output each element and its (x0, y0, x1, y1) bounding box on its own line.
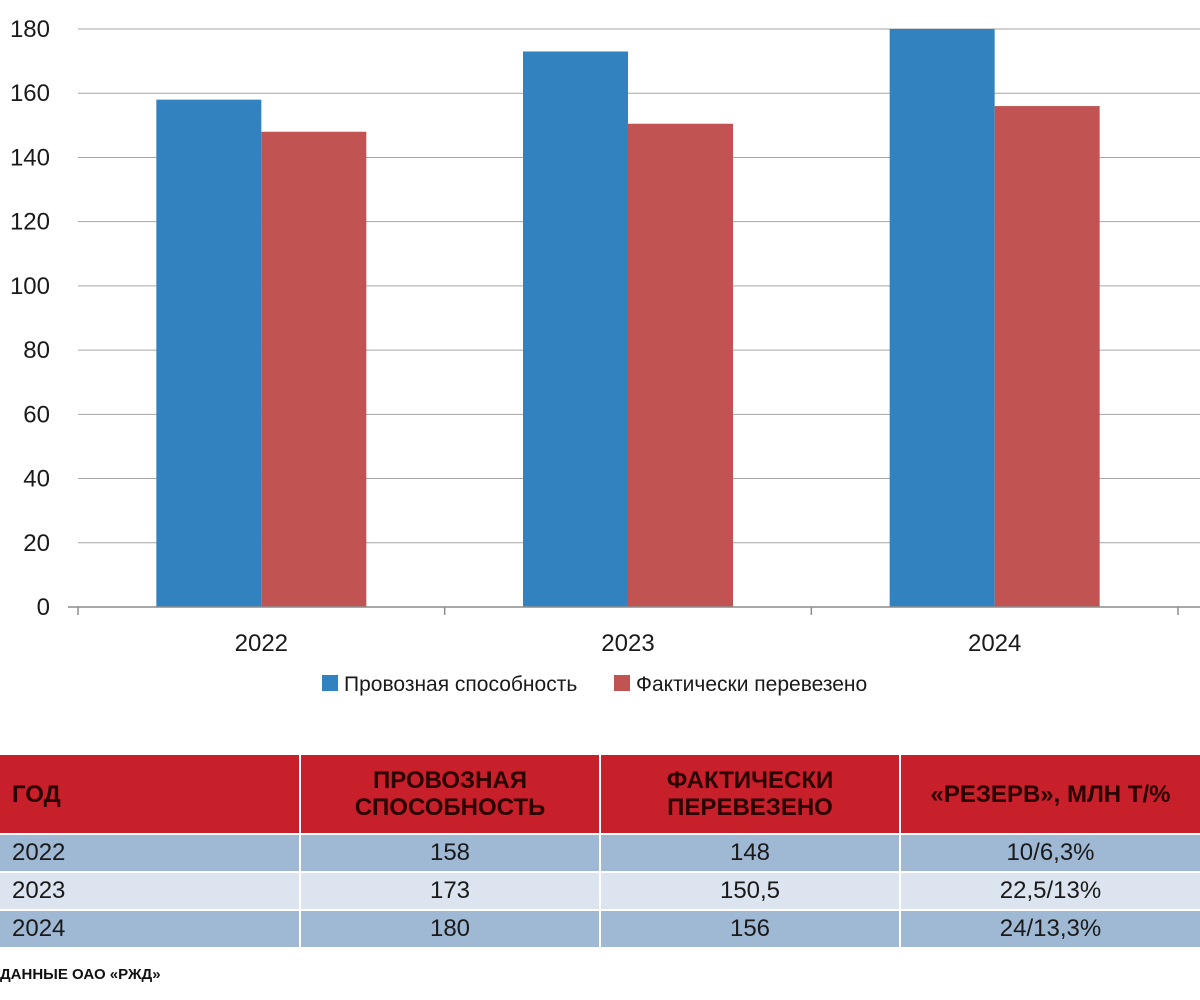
cell-capacity: 158 (300, 833, 601, 872)
cell-transported: 148 (600, 833, 901, 872)
legend-label: Фактически перевезено (636, 673, 867, 696)
table-header-row: ГОД ПРОВОЗНАЯ СПОСОБНОСТЬ ФАКТИЧЕСКИ ПЕР… (0, 755, 1200, 834)
bar (994, 106, 1100, 608)
x-tick-label: 2022 (235, 630, 288, 657)
x-axis-labels: 2022 2023 2024 (235, 630, 1022, 657)
header-capacity: ПРОВОЗНАЯ СПОСОБНОСТЬ (300, 755, 601, 834)
cell-transported: 150,5 (600, 871, 901, 910)
cell-capacity: 180 (300, 909, 601, 947)
y-tick-label: 180 (10, 16, 50, 43)
cell-year: 2023 (0, 871, 301, 910)
legend-swatch (614, 675, 630, 691)
y-tick-label: 60 (23, 401, 50, 428)
y-tick-label: 40 (23, 466, 50, 493)
legend-label: Провозная способность (344, 673, 577, 696)
cell-capacity: 173 (300, 871, 601, 910)
header-transported: ФАКТИЧЕСКИ ПЕРЕВЕЗЕНО (600, 755, 901, 834)
header-year: ГОД (0, 755, 301, 834)
legend: Провозная способность Фактически перевезе… (322, 673, 867, 696)
bar (156, 99, 262, 608)
y-tick-label: 160 (10, 80, 50, 107)
cell-reserve: 10/6,3% (900, 833, 1200, 872)
cell-reserve: 22,5/13% (900, 871, 1200, 910)
bar (261, 131, 367, 607)
y-tick-label: 140 (10, 144, 50, 171)
bars (156, 29, 1100, 608)
cell-reserve: 24/13,3% (900, 909, 1200, 947)
legend-swatch (322, 675, 338, 691)
table-row: 2024 180 156 24/13,3% (0, 909, 1200, 947)
cell-year: 2022 (0, 833, 301, 872)
bar (889, 29, 995, 607)
y-axis-ticks: 0 20 40 60 80 100 120 140 160 180 (10, 16, 50, 621)
y-tick-label: 20 (23, 530, 50, 557)
y-tick-label: 0 (37, 594, 50, 621)
bar (523, 51, 628, 607)
source-note: ДАННЫЕ ОАО «РЖД» (0, 966, 161, 983)
cell-transported: 156 (600, 909, 901, 947)
data-table: ГОД ПРОВОЗНАЯ СПОСОБНОСТЬ ФАКТИЧЕСКИ ПЕР… (0, 755, 1200, 947)
bar-chart: 0 20 40 60 80 100 120 140 160 180 2022 2023 2024 Пр… (10, 16, 1200, 696)
table-row: 2023 173 150,5 22,5/13% (0, 871, 1200, 910)
x-axis (68, 606, 1200, 615)
cell-year: 2024 (0, 909, 301, 947)
y-tick-label: 120 (10, 209, 50, 236)
bar (628, 123, 733, 607)
table-row: 2022 158 148 10/6,3% (0, 833, 1200, 872)
y-tick-label: 100 (10, 273, 50, 300)
y-tick-label: 80 (23, 337, 50, 364)
header-reserve: «РЕЗЕРВ», МЛН Т/% (900, 755, 1200, 834)
x-tick-label: 2024 (968, 630, 1021, 657)
x-tick-label: 2023 (601, 630, 654, 657)
